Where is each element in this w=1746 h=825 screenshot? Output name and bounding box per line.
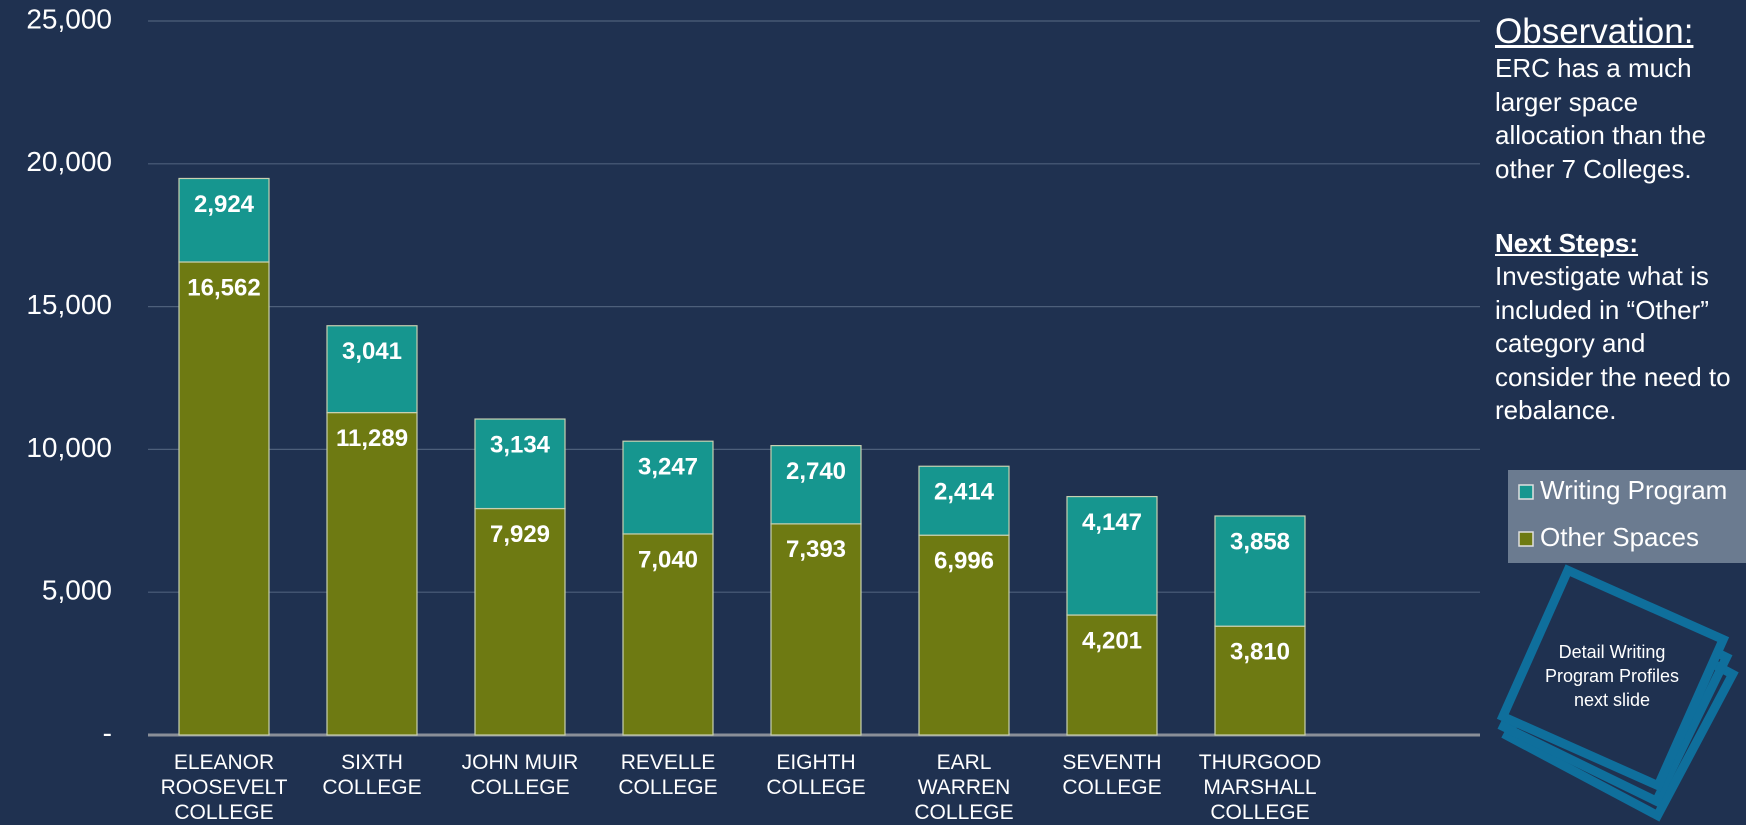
legend-swatch (1518, 484, 1534, 500)
bar-segment (474, 418, 566, 510)
x-tick-line: THURGOOD (1198, 751, 1322, 774)
x-tick-line: SEVENTH (1062, 751, 1162, 774)
data-label: 3,858 (1230, 528, 1290, 555)
x-tick-line: COLLEGE (1210, 801, 1310, 824)
bar-segment (1214, 515, 1306, 627)
callout-line: Program Profiles (1544, 666, 1680, 686)
x-tick-label: SIXTH COLLEGE (302, 750, 442, 800)
x-tick-line: COLLEGE (618, 776, 718, 799)
next-steps-line: rebalance. (1495, 395, 1617, 425)
observation-line: ERC has a much (1495, 53, 1692, 83)
bar-segment (622, 533, 714, 736)
y-tick-label: 20,000 (26, 146, 112, 177)
legend-swatch (1518, 531, 1534, 547)
next-steps-line: consider the need to (1495, 361, 1731, 392)
next-steps-heading: Next Steps: (1495, 228, 1639, 258)
bar-segment (1066, 614, 1158, 736)
observation-line: allocation than the (1495, 120, 1707, 150)
x-tick-line: EARL (936, 751, 992, 774)
bar-segment (178, 177, 270, 263)
data-label: 4,201 (1082, 627, 1142, 654)
bar-segment (326, 411, 418, 736)
x-tick-line: COLLEGE (914, 801, 1014, 824)
y-tick-label: 10,000 (26, 432, 112, 463)
callout-line: Detail Writing (1558, 642, 1666, 662)
data-label: 7,040 (638, 546, 698, 573)
bar-segment (1214, 625, 1306, 736)
callout-icon[interactable] (1496, 564, 1739, 822)
bar-segment (770, 445, 862, 525)
next-steps-line: Investigate what is (1495, 261, 1709, 291)
next-steps-line: category and (1495, 328, 1646, 358)
data-label: 3,810 (1230, 639, 1290, 666)
bar-segment (1066, 495, 1158, 616)
callout-line: next slide (1573, 690, 1651, 710)
data-label: 7,929 (490, 521, 550, 548)
x-tick-label: REVELLE COLLEGE (598, 750, 738, 800)
y-tick-label: 25,000 (26, 3, 112, 34)
legend-box (1508, 470, 1746, 563)
x-tick-line: WARREN (917, 776, 1011, 799)
next-steps-line: included in “Other” (1495, 294, 1709, 325)
y-tick-label: - (103, 717, 112, 748)
x-tick-line: ELEANOR (173, 751, 275, 774)
x-tick-line: COLLEGE (174, 801, 274, 824)
bar-segment (178, 261, 270, 736)
observation-line: larger space (1495, 86, 1639, 117)
data-label: 6,996 (934, 548, 994, 575)
x-tick-label: ELEANOR ROOSEVELT COLLEGE (154, 750, 294, 825)
callout-text[interactable]: Detail Writing Program Profiles next slide (1532, 640, 1692, 712)
bar-segment (918, 465, 1010, 536)
bar-segment (918, 534, 1010, 736)
x-tick-line: COLLEGE (766, 776, 866, 799)
x-tick-line: COLLEGE (470, 776, 570, 799)
data-label: 2,924 (194, 191, 255, 218)
x-tick-line: EIGHTH (776, 751, 856, 774)
x-tick-label: EIGHTH COLLEGE (746, 750, 886, 800)
bar-segment (474, 507, 566, 736)
observation: Observation: ERC has a much larger space a… (1495, 12, 1706, 186)
data-label: 2,414 (934, 479, 995, 506)
x-tick-line: MARSHALL (1203, 776, 1317, 799)
bar-segment (770, 523, 862, 736)
next-steps: Next Steps: Investigate what is included … (1495, 226, 1731, 428)
observation-heading: Observation: (1495, 12, 1694, 51)
x-tick-line: JOHN MUIR (461, 751, 579, 774)
x-tick-line: COLLEGE (322, 776, 422, 799)
x-tick-line: REVELLE (620, 751, 716, 774)
x-tick-line: ROOSEVELT (160, 776, 288, 799)
y-tick-label: 5,000 (42, 575, 112, 606)
x-tick-line: COLLEGE (1062, 776, 1162, 799)
x-tick-label: JOHN MUIR COLLEGE (450, 750, 590, 800)
page-shape (1496, 564, 1730, 792)
data-label: 16,562 (187, 274, 260, 301)
legend-label: Writing Program (1540, 475, 1727, 505)
bar-segment (326, 325, 418, 414)
data-label: 2,740 (786, 458, 846, 485)
legend-label: Other Spaces (1540, 522, 1699, 552)
data-label: 11,289 (336, 425, 408, 452)
observation-line: other 7 Colleges. (1495, 153, 1692, 184)
x-tick-label: EARL WARREN COLLEGE (894, 750, 1034, 825)
x-tick-label: THURGOOD MARSHALL COLLEGE (1190, 750, 1330, 825)
data-label: 3,041 (342, 338, 402, 365)
next-steps-text: Investigate what is included in “Other” ca… (1495, 260, 1731, 428)
data-label: 7,393 (786, 536, 846, 563)
observation-text: ERC has a much larger space allocation tha… (1495, 52, 1706, 186)
x-tick-label: SEVENTH COLLEGE (1042, 750, 1182, 800)
data-label: 3,134 (490, 431, 551, 458)
x-tick-line: SIXTH (341, 751, 403, 774)
data-label: 4,147 (1082, 509, 1142, 536)
bar-segment (622, 440, 714, 535)
data-label: 3,247 (638, 454, 698, 481)
y-tick-label: 15,000 (26, 289, 112, 320)
